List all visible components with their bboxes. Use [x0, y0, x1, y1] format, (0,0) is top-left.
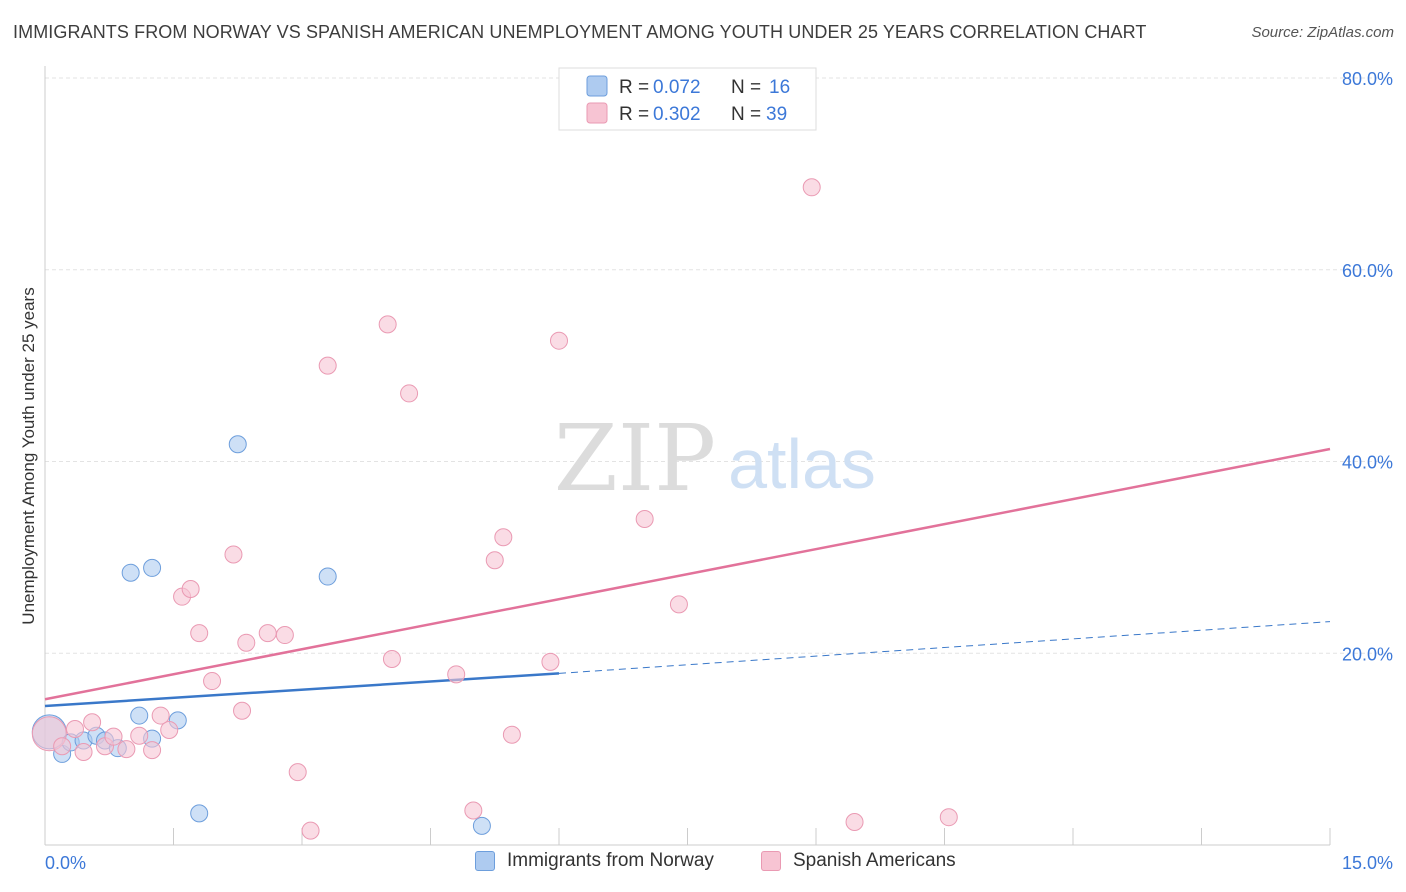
- y-tick-label: 60.0%: [1342, 261, 1393, 281]
- point-spanish: [104, 727, 123, 746]
- point-spanish: [502, 725, 521, 744]
- legend-n-value-spanish: 39: [766, 104, 787, 125]
- source-label: Source: ZipAtlas.com: [1251, 24, 1394, 41]
- legend-item-spanish: Spanish Americans: [761, 850, 956, 872]
- point-spanish: [258, 624, 277, 643]
- point-spanish: [550, 331, 568, 350]
- point-spanish: [845, 812, 864, 831]
- point-spanish: [160, 720, 179, 739]
- point-spanish: [635, 510, 654, 529]
- point-spanish: [447, 665, 466, 684]
- point-spanish: [541, 652, 560, 671]
- point-spanish: [318, 356, 337, 375]
- y-axis-label: Unemployment Among Youth under 25 years: [19, 287, 38, 624]
- legend-r-label-norway: R =: [619, 77, 649, 98]
- legend-swatch-norway-bottom: [475, 851, 495, 871]
- point-norway: [228, 435, 247, 454]
- point-norway: [130, 706, 149, 725]
- legend-n-value-norway: 16: [769, 77, 790, 98]
- point-spanish: [464, 801, 483, 820]
- trend-line-norway-extrapolated: [558, 621, 1331, 674]
- legend-label-norway: Immigrants from Norway: [507, 850, 714, 871]
- legend-swatch-spanish-bottom: [761, 851, 781, 871]
- point-spanish: [494, 528, 513, 547]
- legend-swatch-spanish: [586, 102, 608, 124]
- point-spanish: [83, 713, 102, 732]
- point-spanish: [203, 672, 222, 691]
- point-norway: [121, 563, 140, 582]
- point-spanish: [224, 545, 243, 564]
- legend-r-value-spanish: 0.302: [653, 104, 701, 125]
- point-norway: [472, 816, 491, 835]
- legend-label-spanish: Spanish Americans: [793, 850, 956, 871]
- x-tick-label: 15.0%: [1342, 853, 1393, 873]
- y-tick-label: 20.0%: [1342, 644, 1393, 664]
- point-spanish: [181, 580, 200, 599]
- point-spanish: [378, 315, 397, 334]
- x-tick-label: 0.0%: [45, 853, 86, 873]
- y-tick-label: 40.0%: [1342, 453, 1393, 473]
- point-spanish: [190, 624, 209, 643]
- point-spanish: [74, 743, 93, 762]
- trend-line-norway: [44, 672, 560, 708]
- point-spanish: [301, 821, 320, 840]
- legend-n-label-spanish: N =: [731, 104, 761, 125]
- watermark-atlas: atlas: [728, 425, 876, 503]
- trend-line-spanish: [44, 447, 1331, 701]
- point-norway: [318, 567, 337, 586]
- point-spanish: [802, 178, 821, 197]
- point-spanish: [151, 706, 170, 725]
- watermark: ZIP atlas: [554, 405, 876, 512]
- point-spanish: [275, 626, 294, 645]
- point-norway: [190, 804, 209, 823]
- point-spanish: [117, 740, 136, 759]
- legend-n-label-norway: N =: [731, 77, 761, 98]
- legend-r-label-spanish: R =: [619, 104, 649, 125]
- legend-item-norway: Immigrants from Norway: [475, 850, 714, 872]
- point-spanish: [237, 633, 256, 652]
- chart-title: IMMIGRANTS FROM NORWAY VS SPANISH AMERIC…: [13, 22, 1147, 42]
- legend-r-value-norway: 0.072: [653, 77, 701, 98]
- watermark-zip: ZIP: [554, 405, 716, 512]
- point-spanish: [65, 719, 84, 738]
- legend-swatch-norway: [586, 75, 608, 97]
- point-spanish: [130, 726, 149, 745]
- point-spanish: [939, 808, 958, 827]
- point-spanish: [233, 701, 252, 720]
- point-spanish: [669, 595, 688, 614]
- point-spanish: [382, 650, 401, 669]
- trend-lines: [44, 447, 1331, 708]
- top-legend: R = 0.072 N = 16 R = 0.302 N = 39: [558, 67, 817, 131]
- point-spanish: [53, 737, 72, 756]
- point-spanish: [143, 741, 162, 760]
- point-spanish: [288, 763, 307, 782]
- tick-labels: 20.0% 40.0% 60.0% 80.0% 0.0% 15.0%: [45, 69, 1393, 873]
- y-tick-label: 80.0%: [1342, 69, 1393, 89]
- point-spanish: [400, 384, 419, 403]
- bottom-legend: Immigrants from Norway Spanish Americans: [0, 850, 1406, 880]
- point-norway: [143, 558, 162, 577]
- data-points: [31, 178, 958, 840]
- point-spanish: [485, 551, 504, 570]
